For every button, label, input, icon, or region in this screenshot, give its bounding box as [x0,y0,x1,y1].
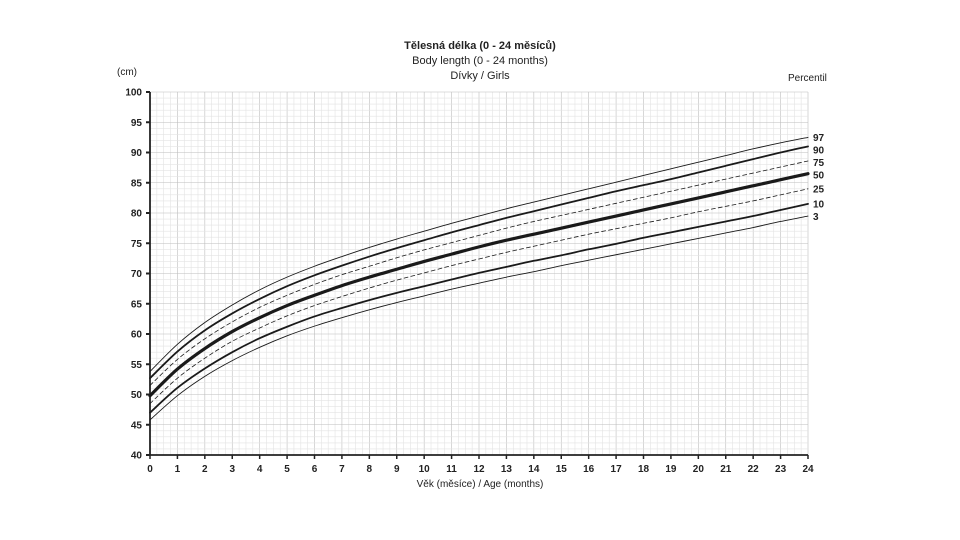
y-tick-label: 75 [131,239,143,250]
percentile-label-p90: 90 [813,145,825,156]
series-line-p75 [149,160,809,386]
x-tick-label: 2 [202,464,208,475]
x-tick-label: 16 [583,464,595,475]
x-tick-label: 23 [775,464,787,475]
series-line-p25 [149,188,809,404]
y-tick-label: 85 [131,178,143,189]
y-tick-label: 70 [131,269,143,280]
x-tick-label: 19 [665,464,677,475]
y-tick-label: 60 [131,330,143,341]
x-tick-label: 9 [394,464,400,475]
series-line-p3 [149,215,809,421]
percentile-label-p97: 97 [813,133,825,144]
x-tick-label: 0 [147,464,153,475]
percentile-label-p3: 3 [813,212,819,223]
x-tick-label: 17 [611,464,623,475]
chart-title: Tělesná délka (0 - 24 měsíců) [404,40,556,52]
x-tick-label: 8 [367,464,373,475]
chart-subtitle-2: Dívky / Girls [450,70,510,82]
chart-grid [149,91,809,456]
y-tick-label: 45 [131,420,143,431]
x-axis-title: Věk (měsíce) / Age (months) [416,479,544,490]
percentile-label-p75: 75 [813,158,825,169]
y-tick-label: 95 [131,118,143,129]
percentile-series [148,136,810,421]
x-tick-label: 13 [501,464,513,475]
chart-subtitle: Body length (0 - 24 months) [412,55,548,67]
chart-title-block: Tělesná délka (0 - 24 měsíců) Body lengt… [330,39,630,84]
x-tick-label: 6 [312,464,318,475]
y-axis-unit-label: (cm) [117,67,137,78]
x-tick-label: 3 [229,464,235,475]
percentile-label-p25: 25 [813,184,825,195]
y-tick-label: 90 [131,148,143,159]
x-tick-label: 10 [419,464,431,475]
x-tick-label: 20 [693,464,705,475]
y-tick-label: 50 [131,390,143,401]
x-tick-label: 11 [446,464,457,475]
x-tick-label: 7 [339,464,345,475]
x-tick-label: 24 [802,464,814,475]
series-line-p97 [149,136,809,372]
x-tick-label: 14 [528,464,540,475]
legend-title: Percentil [788,73,827,84]
y-tick-label: 80 [131,209,143,220]
x-tick-label: 18 [638,464,650,475]
percentile-label-p50: 50 [813,170,825,181]
series-line-p90 [149,145,809,380]
x-tick-label: 22 [748,464,760,475]
y-tick-label: 65 [131,299,143,310]
x-tick-label: 4 [257,464,263,475]
x-tick-label: 15 [556,464,568,475]
x-tick-label: 12 [473,464,485,475]
percentile-label-p10: 10 [813,199,825,210]
x-tick-label: 21 [720,464,732,475]
y-tick-label: 100 [125,88,142,99]
x-tick-label: 1 [175,464,181,475]
y-tick-label: 55 [131,360,143,371]
series-line-p10 [149,203,809,414]
x-tick-label: 5 [284,464,290,475]
y-tick-label: 40 [131,451,143,462]
series-line-p50 [148,172,810,398]
